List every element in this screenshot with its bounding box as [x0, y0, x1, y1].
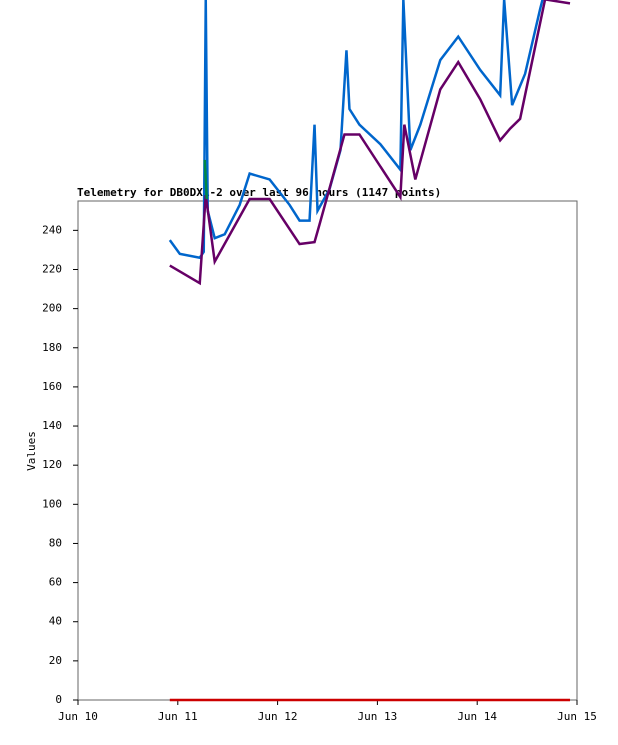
y-tick-label: 60 [49, 576, 62, 589]
y-tick-label: 180 [42, 341, 62, 354]
y-tick-label: 160 [42, 380, 62, 393]
y-axis-label: Values [25, 431, 38, 471]
plot-frame [77, 200, 578, 701]
series-line [168, 0, 544, 260]
series-line [169, 0, 571, 286]
x-tick-label: Jun 12 [258, 710, 298, 723]
x-tick-label: Jun 15 [557, 710, 597, 723]
y-tick-label: 140 [42, 419, 62, 432]
x-tick-label: Jun 10 [58, 710, 98, 723]
y-tick-label: 200 [42, 302, 62, 315]
y-tick-label: 80 [49, 536, 62, 549]
y-tick-label: 240 [42, 223, 62, 236]
x-tick-label: Jun 11 [158, 710, 198, 723]
y-tick-label: 100 [42, 497, 62, 510]
x-tick-label: Jun 14 [457, 710, 497, 723]
y-tick-label: 220 [42, 262, 62, 275]
chart-title: Telemetry for DB0DXL-2 over last 96 hour… [77, 186, 441, 199]
y-tick-label: 20 [49, 654, 62, 667]
x-tick-label: Jun 13 [358, 710, 398, 723]
y-tick-label: 0 [55, 693, 62, 706]
y-tick-label: 120 [42, 458, 62, 471]
y-tick-label: 40 [49, 615, 62, 628]
